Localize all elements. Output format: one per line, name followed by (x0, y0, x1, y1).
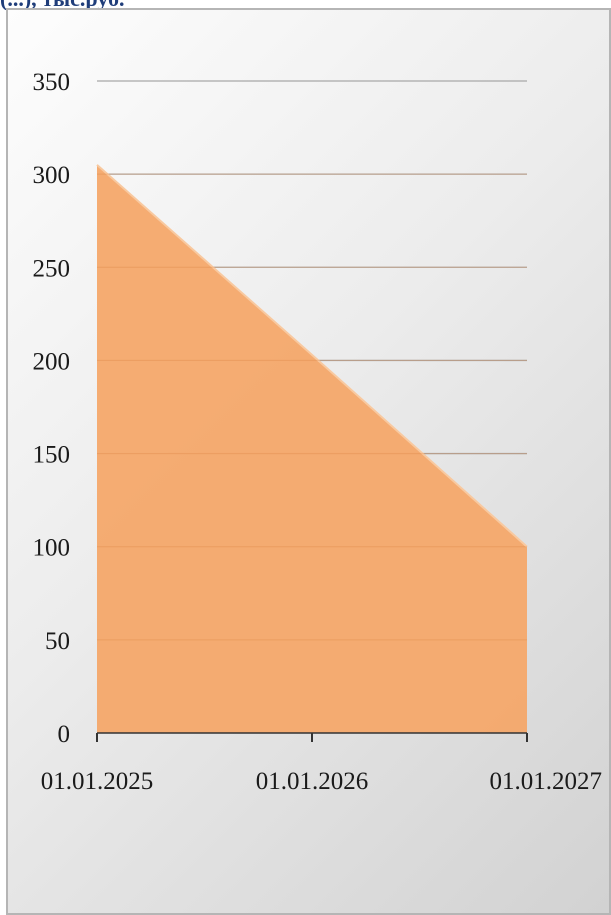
chart-title-partial: (...), тыс.руб. (0, 0, 611, 10)
x-tick-label-0: 01.01.2025 (41, 768, 154, 795)
x-axis-layer (96, 732, 528, 742)
y-tick-label-50: 50 (45, 628, 70, 655)
y-tick-label-350: 350 (33, 69, 71, 96)
y-tick-label-300: 300 (33, 162, 71, 189)
y-tick-label-200: 200 (33, 348, 71, 375)
area-top-edge (96, 164, 528, 548)
area-series-layer (96, 164, 528, 734)
x-tick-label-2: 01.01.2027 (490, 768, 603, 795)
y-tick-label-150: 150 (33, 442, 71, 469)
x-tick-labels: 01.01.2025 01.01.2026 01.01.2027 (41, 768, 602, 795)
y-tick-labels: 0 50 100 150 200 250 300 350 (33, 69, 71, 748)
y-tick-label-250: 250 (33, 255, 71, 282)
x-tick-label-1: 01.01.2026 (256, 768, 369, 795)
y-tick-label-100: 100 (33, 535, 71, 562)
y-tick-label-0: 0 (58, 721, 71, 748)
area-fill (97, 164, 527, 734)
